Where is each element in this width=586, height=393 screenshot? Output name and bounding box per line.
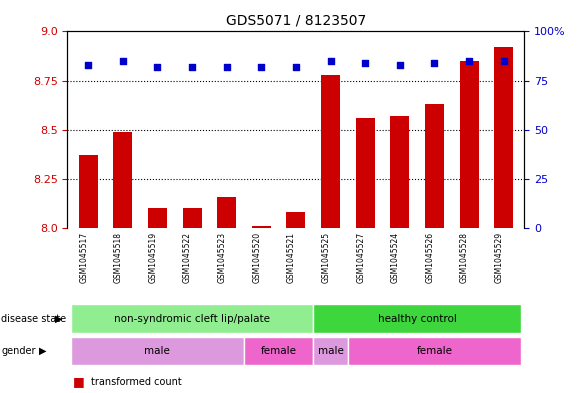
Bar (252, 226, 271, 228)
Bar (148, 208, 167, 228)
Point (360, 60, 370, 66)
Point (153, 64, 162, 70)
Text: male: male (145, 346, 171, 356)
Text: GSM1045519: GSM1045519 (148, 231, 158, 283)
Point (395, 62, 404, 68)
Text: female: female (417, 346, 452, 356)
Text: transformed count: transformed count (91, 376, 182, 387)
Text: GSM1045521: GSM1045521 (287, 231, 296, 283)
Text: GSM1045529: GSM1045529 (495, 231, 504, 283)
Bar (217, 196, 236, 228)
Point (118, 58, 128, 64)
Bar (79, 155, 98, 228)
Bar (244, 337, 314, 365)
Bar (71, 304, 314, 332)
Text: GSM1045517: GSM1045517 (79, 231, 88, 283)
Bar (348, 337, 521, 365)
Point (430, 60, 439, 66)
Text: GSM1045526: GSM1045526 (425, 231, 434, 283)
Bar (321, 75, 340, 228)
Bar (390, 116, 410, 228)
Bar (113, 132, 132, 228)
Point (222, 64, 231, 70)
Point (257, 64, 266, 70)
Text: GSM1045520: GSM1045520 (253, 231, 261, 283)
Bar (425, 104, 444, 228)
Text: GSM1045524: GSM1045524 (391, 231, 400, 283)
Text: ▶: ▶ (54, 314, 62, 323)
Point (326, 58, 335, 64)
Text: non-syndromic cleft lip/palate: non-syndromic cleft lip/palate (114, 314, 270, 323)
Bar (356, 118, 374, 228)
Text: GSM1045522: GSM1045522 (183, 231, 192, 283)
Bar (494, 47, 513, 228)
Text: GSM1045523: GSM1045523 (217, 231, 227, 283)
Text: healthy control: healthy control (378, 314, 456, 323)
Text: ■: ■ (73, 375, 85, 388)
Point (188, 64, 197, 70)
Point (499, 58, 509, 64)
Bar (459, 61, 479, 228)
Point (291, 64, 301, 70)
Bar (71, 337, 244, 365)
Bar (182, 208, 202, 228)
Text: male: male (318, 346, 343, 356)
Text: GSM1045527: GSM1045527 (356, 231, 365, 283)
Bar (287, 212, 305, 228)
Text: female: female (261, 346, 297, 356)
Text: GSM1045518: GSM1045518 (114, 231, 123, 283)
Point (83, 62, 93, 68)
Text: GSM1045528: GSM1045528 (460, 231, 469, 283)
Text: GSM1045525: GSM1045525 (322, 231, 331, 283)
Title: GDS5071 / 8123507: GDS5071 / 8123507 (226, 13, 366, 28)
Bar (314, 304, 521, 332)
Bar (314, 337, 348, 365)
Point (464, 58, 473, 64)
Text: gender: gender (1, 346, 36, 356)
Text: ▶: ▶ (39, 346, 46, 356)
Text: disease state: disease state (1, 314, 66, 323)
